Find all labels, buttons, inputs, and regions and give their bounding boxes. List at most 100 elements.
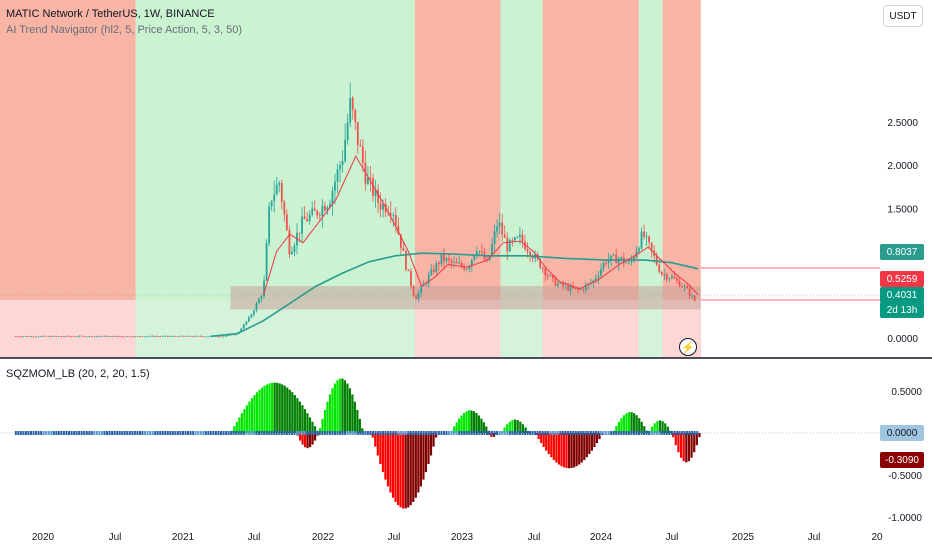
candle-body <box>75 336 78 338</box>
squeeze-dot <box>399 431 402 435</box>
momentum-bar <box>540 433 543 444</box>
candle-body <box>133 336 136 337</box>
candle-body <box>346 122 349 140</box>
momentum-bar <box>508 421 511 433</box>
candle-body <box>45 335 48 337</box>
squeeze-dot <box>214 431 217 435</box>
squeeze-dot <box>371 431 374 435</box>
currency-button[interactable]: USDT <box>883 5 923 27</box>
momentum-bar <box>303 433 307 448</box>
indicator-title-trend-navigator[interactable]: AI Trend Navigator (hl2, 5, Price Action… <box>6 24 243 36</box>
squeeze-dot <box>321 431 324 435</box>
momentum-bar <box>643 426 646 433</box>
candle-body <box>427 274 430 284</box>
candle-body <box>415 295 417 300</box>
momentum-bar <box>583 433 586 461</box>
squeeze-dot <box>561 431 564 435</box>
candle-body <box>253 310 255 315</box>
squeeze-dot <box>610 431 613 435</box>
squeeze-dot <box>133 431 136 435</box>
candle-body <box>334 181 336 191</box>
momentum-histogram <box>14 378 701 509</box>
momentum-bar <box>658 420 662 433</box>
candle-body <box>88 336 91 337</box>
momentum-bar <box>427 433 430 465</box>
momentum-bar <box>313 433 317 441</box>
lightning-icon[interactable]: ⚡ <box>679 338 697 356</box>
momentum-bar <box>567 433 571 469</box>
candle-body <box>676 278 678 281</box>
momentum-bar <box>573 433 576 468</box>
candle-body <box>620 257 623 259</box>
candle-body <box>278 182 281 185</box>
squeeze-dot <box>544 431 547 435</box>
squeeze-dot <box>78 431 81 435</box>
squeeze-dot <box>192 431 195 435</box>
squeeze-dot <box>209 431 212 435</box>
squeeze-dot <box>625 431 628 435</box>
squeeze-dot <box>32 431 35 435</box>
candle-body <box>197 335 200 337</box>
squeeze-dot <box>488 431 491 435</box>
squeeze-dot <box>541 431 544 435</box>
squeeze-dot <box>389 431 392 435</box>
momentum-bar <box>653 423 656 433</box>
momentum-bar <box>407 433 410 508</box>
candle-body <box>65 335 68 337</box>
x-tick-label: 2022 <box>312 532 335 543</box>
candle-body <box>323 205 326 211</box>
momentum-bar <box>465 411 468 433</box>
candle-body <box>308 214 311 222</box>
candle-body <box>187 335 189 337</box>
candle-body <box>453 262 455 263</box>
candle-body <box>270 200 273 207</box>
squeeze-dot <box>222 431 225 435</box>
squeeze-dot <box>70 431 73 435</box>
candle-body <box>691 295 694 297</box>
candle-body <box>567 285 569 291</box>
squeeze-dot <box>263 431 266 435</box>
candle-body <box>602 263 605 270</box>
squeeze-dot <box>417 431 420 435</box>
candle-body <box>101 335 103 337</box>
momentum-bar <box>555 433 558 463</box>
squeeze-dot <box>498 431 501 435</box>
squeeze-dot <box>308 431 311 435</box>
candle-body <box>572 286 575 289</box>
candle-body <box>643 231 645 238</box>
squeeze-dot <box>93 431 96 435</box>
candle-body <box>655 256 658 265</box>
squeeze-dot <box>301 431 304 435</box>
candle-body <box>245 321 248 325</box>
momentum-bar <box>630 412 633 433</box>
squeeze-dot <box>108 431 111 435</box>
squeeze-dot <box>686 431 689 435</box>
squeeze-dot <box>420 431 423 435</box>
momentum-bar <box>338 378 342 433</box>
momentum-bar <box>570 433 573 469</box>
indicator-title-squeeze-momentum[interactable]: SQZMOM_LB (20, 2, 20, 1.5) <box>6 368 150 380</box>
momentum-bar <box>348 388 351 433</box>
squeeze-dot <box>526 431 529 435</box>
momentum-bar <box>255 392 259 433</box>
momentum-bar <box>233 426 236 433</box>
momentum-bar <box>323 409 327 433</box>
candle-body <box>564 285 567 287</box>
candle-body <box>437 263 440 265</box>
momentum-bar <box>598 433 601 440</box>
squeeze-dot <box>359 431 362 435</box>
squeeze-dot <box>392 431 395 435</box>
y-tick-label: 0.0000 <box>887 334 918 345</box>
momentum-bar <box>432 433 435 447</box>
momentum-bar <box>557 433 561 465</box>
momentum-bar <box>271 382 274 433</box>
squeeze-dot <box>549 431 552 435</box>
squeeze-dot <box>98 431 101 435</box>
symbol-title: MATIC Network / TetherUS, 1W, BINANCE <box>6 8 215 20</box>
squeeze-dot <box>174 431 177 435</box>
squeeze-dot <box>27 431 30 435</box>
candle-body <box>367 177 369 184</box>
candle-body <box>227 335 230 336</box>
candle-body <box>369 177 372 179</box>
